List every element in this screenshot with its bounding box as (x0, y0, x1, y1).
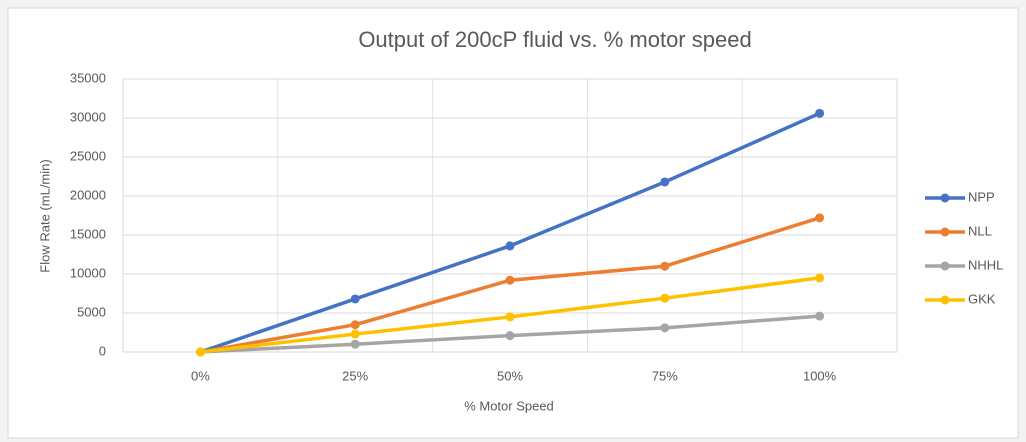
data-point (815, 213, 825, 223)
y-tick-label: 25000 (70, 148, 106, 163)
data-point (350, 339, 360, 349)
y-tick-label: 20000 (70, 187, 106, 202)
legend-label: NHHL (968, 257, 1003, 272)
data-point (505, 275, 515, 285)
data-point (660, 323, 670, 333)
data-point (350, 320, 360, 330)
data-point (505, 241, 515, 251)
data-point (350, 329, 360, 339)
x-tick-label: 75% (652, 368, 678, 383)
x-tick-label: 100% (803, 368, 837, 383)
legend-label: GKK (968, 291, 996, 306)
x-tick-label: 25% (342, 368, 368, 383)
data-point (505, 331, 515, 341)
legend-label: NLL (968, 223, 992, 238)
data-point (505, 312, 515, 322)
x-tick-label: 0% (191, 368, 210, 383)
x-tick-label: 50% (497, 368, 523, 383)
y-tick-label: 5000 (77, 304, 106, 319)
legend-label: NPP (968, 189, 995, 204)
data-point (815, 311, 825, 321)
data-point (660, 293, 670, 303)
y-tick-label: 30000 (70, 109, 106, 124)
y-tick-label: 35000 (70, 70, 106, 85)
data-point (660, 177, 670, 187)
data-point (815, 108, 825, 118)
data-point (195, 347, 205, 357)
legend-marker (940, 261, 950, 271)
plot-area (122, 78, 898, 353)
x-axis-label: % Motor Speed (464, 398, 554, 413)
legend-marker (940, 193, 950, 203)
y-tick-label: 10000 (70, 265, 106, 280)
y-tick-label: 0 (99, 343, 106, 358)
data-point (815, 273, 825, 283)
legend-marker (940, 295, 950, 305)
data-point (660, 261, 670, 271)
chart-title: Output of 200cP fluid vs. % motor speed (358, 27, 751, 52)
legend-marker (940, 227, 950, 237)
y-axis-label: Flow Rate (mL/min) (37, 159, 52, 272)
y-tick-label: 15000 (70, 226, 106, 241)
data-point (350, 294, 360, 304)
